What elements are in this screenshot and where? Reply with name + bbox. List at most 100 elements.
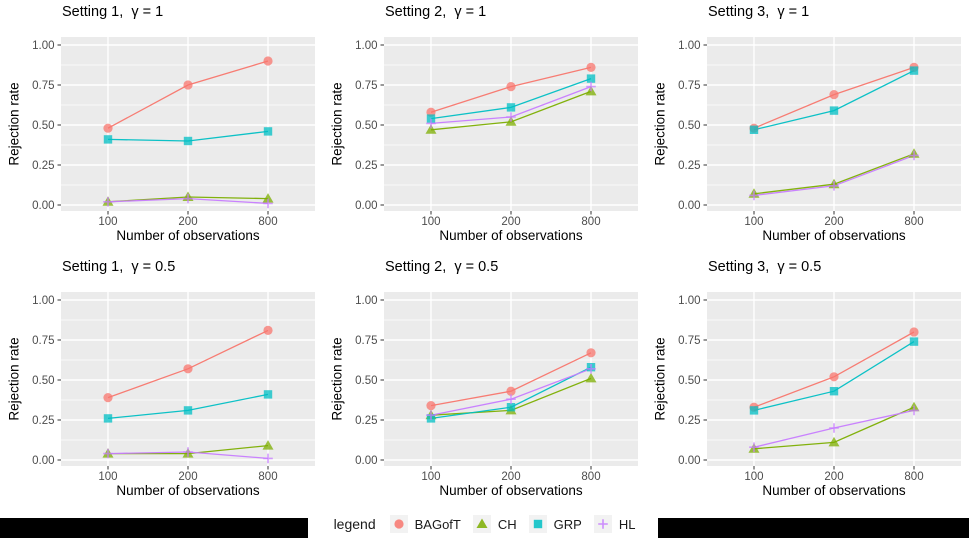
legend-item-bagoft: BAGofT	[389, 515, 461, 533]
BAGofT-point	[829, 372, 839, 382]
svg-text:0.50: 0.50	[32, 120, 54, 132]
series-markers	[425, 62, 597, 134]
svg-text:1.00: 1.00	[678, 295, 700, 307]
BAGofT-point	[506, 82, 516, 92]
svg-text:0.50: 0.50	[32, 375, 54, 387]
svg-text:1.00: 1.00	[355, 40, 377, 52]
svg-text:100: 100	[744, 471, 763, 483]
svg-text:0.25: 0.25	[355, 160, 377, 172]
HL-point	[586, 81, 596, 92]
legend-item-grp: GRP	[528, 515, 582, 533]
chart-panel-setting2-gamma1: Setting 2, γ = 1 0.00 0.25 0.50 0.75 1.00 100 2…	[323, 0, 646, 255]
chart-panel-setting3-gamma1: Setting 3, γ = 1 0.00 0.25 0.50 0.75 1.00 100 2…	[646, 0, 969, 255]
chart-plot: 0.00 0.25 0.50 0.75 1.00 100 200 800	[32, 37, 315, 228]
GRP-point	[749, 406, 759, 415]
series-markers	[748, 62, 920, 201]
svg-text:0.00: 0.00	[678, 455, 700, 467]
GRP-point	[586, 74, 596, 83]
gridlines	[707, 292, 961, 466]
gridlines	[384, 292, 638, 466]
tick-labels: 0.00 0.25 0.50 0.75 1.00 100 200 800	[32, 295, 277, 483]
bagoft-marker-icon	[389, 515, 408, 533]
CH-point	[828, 436, 840, 447]
svg-text:0.00: 0.00	[32, 200, 54, 212]
svg-text:100: 100	[98, 216, 117, 228]
bottom-bar-left	[0, 518, 308, 538]
chart-plot: 0.00 0.25 0.50 0.75 1.00 100 200 800	[355, 37, 638, 228]
HL-point	[103, 197, 113, 207]
svg-text:0.00: 0.00	[678, 200, 700, 212]
svg-text:800: 800	[258, 216, 277, 228]
panel-title: Setting 1, γ = 1	[62, 4, 164, 20]
svg-text:0.50: 0.50	[678, 375, 700, 387]
grp-marker-icon	[528, 515, 547, 533]
x-axis-title: Number of observations	[116, 483, 260, 498]
y-axis-title: Rejection rate	[329, 337, 345, 421]
chart-panel-setting2-gamma0-5: Setting 2, γ = 0.5 0.00 0.25 0.50 0.75 1.00 10…	[323, 255, 646, 510]
svg-text:800: 800	[904, 216, 923, 228]
gridlines	[61, 292, 315, 466]
x-axis-title: Number of observations	[762, 483, 906, 498]
svg-text:0.50: 0.50	[355, 120, 377, 132]
svg-text:0.25: 0.25	[355, 415, 377, 427]
axis-ticks	[380, 299, 592, 470]
svg-text:0.75: 0.75	[678, 80, 700, 92]
svg-text:0.00: 0.00	[355, 455, 377, 467]
chart-panel-setting1-gamma1: Setting 1, γ = 1 0.00 0.25 0.50 0.75 1.00 100 2…	[0, 0, 323, 255]
tick-labels: 0.00 0.25 0.50 0.75 1.00 100 200 800	[678, 40, 923, 228]
CH-point	[262, 193, 274, 203]
series-markers	[425, 348, 597, 423]
GRP-point	[103, 135, 113, 144]
GRP-point	[263, 127, 273, 136]
series-markers	[748, 327, 920, 453]
svg-text:1.00: 1.00	[32, 295, 54, 307]
HL-point	[749, 442, 759, 452]
GRP-point	[749, 125, 759, 134]
HL-point	[506, 394, 516, 404]
GRP-point	[103, 414, 113, 423]
HL-point	[749, 190, 759, 201]
svg-text:800: 800	[581, 471, 600, 483]
chart-panel-setting3-gamma0-5: Setting 3, γ = 0.5 0.00 0.25 0.50 0.75 1.00 10…	[646, 255, 969, 510]
CH-point	[262, 440, 274, 450]
HL-point	[909, 150, 919, 161]
svg-text:0.75: 0.75	[678, 335, 700, 347]
HL-point	[829, 181, 839, 191]
svg-text:100: 100	[744, 216, 763, 228]
y-axis-title: Rejection rate	[6, 337, 22, 421]
series-markers	[102, 325, 274, 464]
chart-plot: 0.00 0.25 0.50 0.75 1.00 100 200 800	[355, 292, 638, 483]
HL-point	[909, 405, 919, 416]
svg-text:0.75: 0.75	[355, 335, 377, 347]
HL-point	[426, 118, 436, 129]
svg-text:1.00: 1.00	[678, 40, 700, 52]
svg-text:100: 100	[421, 471, 440, 483]
axis-ticks	[57, 44, 269, 215]
legend-item-hl: HL	[593, 515, 636, 533]
x-axis-title: Number of observations	[116, 228, 260, 243]
legend-item-label: GRP	[553, 516, 582, 532]
svg-text:100: 100	[98, 471, 117, 483]
GRP-point	[263, 390, 273, 399]
BAGofT-point	[103, 393, 113, 403]
BAGofT-point	[586, 62, 596, 72]
GRP-point	[829, 387, 839, 396]
HL-point	[103, 448, 113, 459]
gridlines	[61, 37, 315, 211]
svg-text:800: 800	[904, 471, 923, 483]
svg-text:1.00: 1.00	[32, 40, 54, 52]
CH-point	[425, 124, 437, 134]
BAGofT-point	[426, 401, 436, 411]
legend-item-label: HL	[618, 516, 636, 532]
svg-text:0.25: 0.25	[32, 160, 54, 172]
GRP-point	[506, 103, 516, 112]
y-axis-title: Rejection rate	[652, 82, 668, 166]
svg-text:200: 200	[501, 216, 520, 228]
svg-text:0.25: 0.25	[678, 160, 700, 172]
svg-text:1.00: 1.00	[355, 295, 377, 307]
panel-title: Setting 1, γ = 0.5	[62, 259, 176, 275]
svg-text:800: 800	[258, 471, 277, 483]
GRP-point	[506, 403, 516, 412]
ch-marker-icon	[472, 515, 491, 533]
